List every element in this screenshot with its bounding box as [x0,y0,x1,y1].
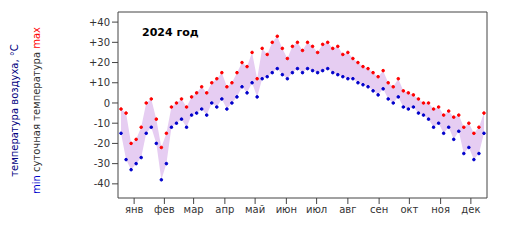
svg-text:+20: +20 [89,57,110,68]
html-text:суточная температура: суточная температура [30,52,42,172]
svg-text:-30: -30 [94,158,110,169]
svg-text:-10: -10 [94,118,110,129]
svg-text:авг: авг [339,204,356,215]
svg-text:мар: мар [184,204,204,215]
svg-text:ноя: ноя [431,204,450,215]
svg-text:дек: дек [461,204,480,215]
html-text:max: max [30,27,42,49]
svg-text:+40: +40 [89,17,110,28]
svg-text:-20: -20 [94,138,110,149]
svg-text:-40: -40 [94,178,110,189]
svg-text:сен: сен [370,204,388,215]
html-text:min: min [30,175,42,194]
html-text:2024 год: 2024 год [142,26,199,39]
svg-text:+10: +10 [89,77,110,88]
svg-text:0: 0 [104,98,110,109]
svg-text:+30: +30 [89,37,110,48]
svg-text:июн: июн [276,204,297,215]
svg-text:окт: окт [400,204,418,215]
svg-text:май: май [245,204,265,215]
svg-text:апр: апр [215,204,234,215]
svg-text:июл: июл [306,204,327,215]
html-text:температура воздуха, °C: температура воздуха, °C [8,44,20,177]
svg-text:янв: янв [125,204,144,215]
svg-text:фев: фев [154,204,175,215]
